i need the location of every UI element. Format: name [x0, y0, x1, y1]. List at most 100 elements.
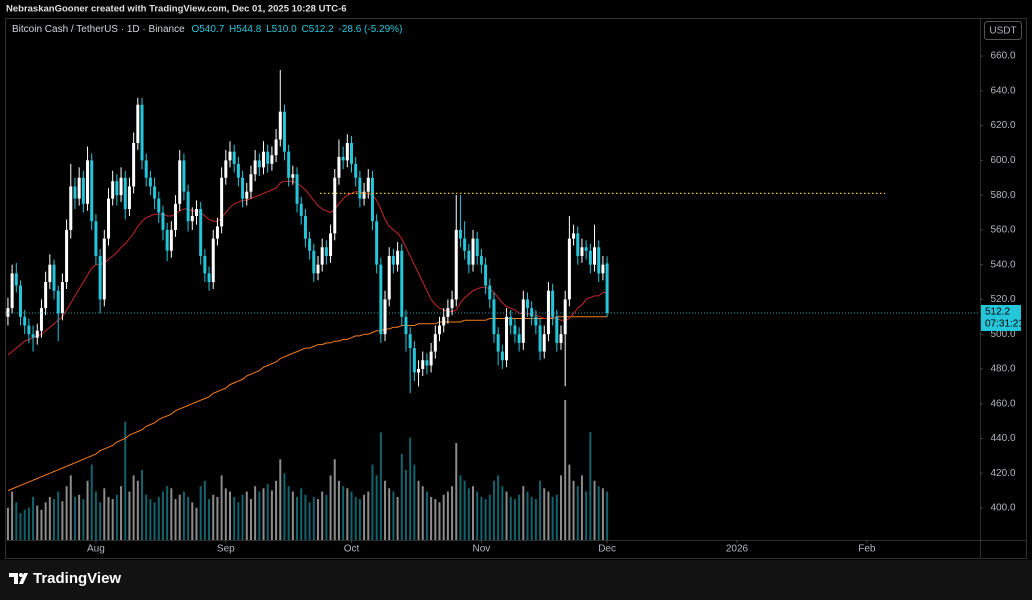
- x-tick-label: Sep: [217, 544, 235, 555]
- volume-bar: [291, 491, 294, 540]
- volume-bar: [57, 491, 60, 540]
- candle-body: [567, 238, 571, 300]
- candle-body: [262, 151, 266, 168]
- candle-body: [525, 299, 529, 309]
- moving-average: [7, 180, 608, 356]
- legend-high: H544.8: [229, 24, 262, 35]
- candle-body: [375, 221, 379, 265]
- plot: 400.0 420.0 440.0 460.0 480.0 500.0 520.0 540.0…: [5, 51, 1024, 555]
- volume-bar: [241, 494, 244, 540]
- candle-body: [56, 290, 60, 314]
- candle-body: [182, 160, 186, 192]
- volume-bar: [237, 502, 240, 540]
- volume-bar: [358, 499, 361, 540]
- volume-bar: [421, 486, 424, 540]
- currency-box[interactable]: [984, 21, 1022, 40]
- brand: TradingView: [33, 570, 121, 587]
- volume-bar: [513, 499, 516, 540]
- y-tick-label: 640.0: [990, 85, 1015, 96]
- footer-bar: [0, 560, 1032, 600]
- volume-bar: [36, 505, 39, 540]
- candle-body: [190, 215, 194, 222]
- candle-body: [199, 209, 203, 256]
- candle-body: [224, 160, 228, 178]
- candle-body: [144, 160, 148, 178]
- volume-bar: [161, 491, 164, 540]
- volume-bar: [492, 480, 495, 540]
- candle-body: [341, 156, 345, 161]
- candle-body: [316, 264, 320, 274]
- candle-body: [429, 351, 433, 366]
- candle-body: [383, 299, 387, 335]
- candle-body: [228, 151, 232, 161]
- candle-body: [215, 226, 219, 239]
- candle-body: [505, 316, 509, 361]
- y-tick-label: 420.0: [990, 468, 1015, 479]
- candle-body: [324, 247, 328, 256]
- candle-body: [69, 186, 73, 230]
- frame: [5, 18, 1027, 559]
- candle-body: [236, 163, 240, 178]
- candle-body: [475, 238, 479, 256]
- volume-bar: [279, 459, 282, 540]
- candle-body: [320, 247, 324, 265]
- candle-body: [584, 247, 588, 251]
- volume-bar: [585, 491, 588, 540]
- x-tick-label: Dec: [598, 544, 616, 555]
- candle-body: [165, 229, 169, 251]
- volume-bar: [86, 480, 89, 540]
- volume-bar: [346, 488, 349, 540]
- candle-body: [14, 273, 18, 286]
- volume-bar: [65, 486, 68, 540]
- volume-bar: [258, 491, 261, 540]
- candle-body: [308, 238, 312, 251]
- volume-bar: [518, 494, 521, 540]
- volume-bar: [601, 488, 604, 540]
- candle-body: [207, 273, 211, 283]
- y-tick-label: 660.0: [990, 51, 1015, 62]
- candle-body: [123, 177, 127, 210]
- volume-bar: [23, 509, 26, 540]
- volume-bar: [174, 499, 177, 540]
- candle-body: [203, 255, 207, 274]
- currency[interactable]: USDT: [989, 26, 1016, 37]
- candle-body: [31, 334, 35, 338]
- candle-body: [396, 250, 400, 265]
- volume-bar: [497, 475, 500, 540]
- volume-bar: [547, 491, 550, 540]
- candle-body: [65, 229, 69, 283]
- volume-bar: [141, 470, 144, 540]
- volume-bar: [212, 494, 215, 540]
- volume-bar: [145, 494, 148, 540]
- y-tick-label: 560.0: [990, 225, 1015, 236]
- candle-body: [73, 186, 77, 199]
- legend-change: -28.6 (-5.29%): [338, 24, 402, 35]
- volume-bar: [32, 496, 35, 540]
- volume-bar: [262, 488, 265, 540]
- volume-bar: [488, 494, 491, 540]
- candle-body: [391, 255, 395, 265]
- y-tick-label: 480.0: [990, 364, 1015, 375]
- x-tick-label: Oct: [344, 544, 360, 555]
- volume-bar: [229, 491, 231, 540]
- candle-body: [421, 360, 425, 369]
- candle-body: [366, 177, 370, 192]
- candle-body: [270, 155, 274, 164]
- volume-bar: [451, 486, 454, 540]
- volume-bar: [132, 475, 135, 540]
- volume-bar: [321, 491, 324, 540]
- candle-body: [282, 111, 286, 152]
- candle-body: [10, 273, 14, 309]
- volume-bar: [245, 491, 248, 540]
- candle-body: [559, 334, 563, 343]
- candle-body: [479, 255, 483, 265]
- volume-bar: [467, 488, 470, 540]
- volume-bar: [325, 494, 328, 540]
- volume-bar: [455, 443, 458, 540]
- volume-bar: [329, 475, 332, 540]
- volume-bar: [136, 480, 139, 540]
- volume-bar: [94, 491, 97, 540]
- candle-body: [52, 264, 56, 291]
- candle-body: [484, 264, 488, 286]
- symbol: Bitcoin Cash / TetherUS · 1D · Binance: [12, 24, 185, 35]
